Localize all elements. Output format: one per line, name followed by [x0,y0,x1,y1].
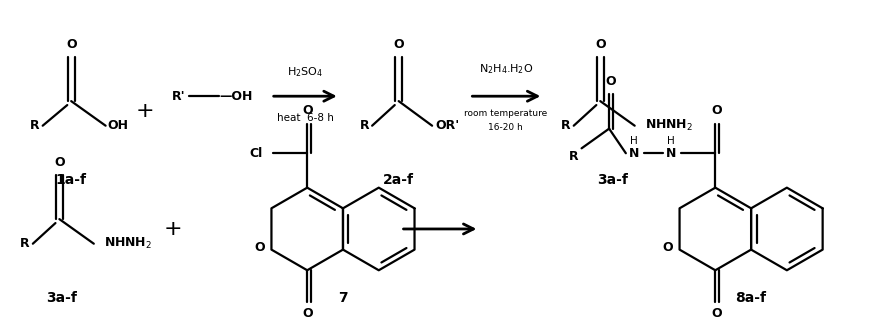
Text: 16-20 h: 16-20 h [488,123,524,132]
Text: R': R' [172,90,185,103]
Text: O: O [254,241,265,254]
Text: heat  6-8 h: heat 6-8 h [277,113,333,123]
Text: N: N [666,147,676,160]
Text: O: O [54,155,65,169]
Text: NHNH$_2$: NHNH$_2$ [104,236,152,251]
Text: 8a-f: 8a-f [736,291,766,305]
Text: O: O [711,307,722,320]
Text: O: O [711,105,722,118]
Text: O: O [394,38,404,51]
Text: R: R [561,119,571,132]
Text: +: + [136,101,154,121]
Text: N: N [629,147,639,160]
Text: OH: OH [107,119,128,132]
Text: O: O [66,38,76,51]
Text: 1a-f: 1a-f [56,173,87,187]
Text: 3a-f: 3a-f [46,291,77,305]
Text: H: H [630,136,638,146]
Text: R: R [360,119,369,132]
Text: O: O [302,307,312,320]
Text: +: + [163,219,182,239]
Text: H$_2$SO$_4$: H$_2$SO$_4$ [287,65,324,78]
Text: room temperature: room temperature [464,110,547,118]
Text: 3a-f: 3a-f [596,173,628,187]
Text: R: R [569,150,579,163]
Text: R: R [30,119,39,132]
Text: R: R [20,237,30,250]
Text: 7: 7 [339,291,348,305]
Text: NHNH$_2$: NHNH$_2$ [645,118,693,133]
Text: O: O [595,38,606,51]
Text: 2a-f: 2a-f [383,173,414,187]
Text: O: O [662,241,673,254]
Text: O: O [605,75,616,88]
Text: H: H [667,136,675,146]
Text: O: O [302,105,312,118]
Text: OR': OR' [436,119,460,132]
Text: —OH: —OH [220,90,253,103]
Text: N$_2$H$_4$.H$_2$O: N$_2$H$_4$.H$_2$O [479,62,533,76]
Text: Cl: Cl [249,147,263,160]
